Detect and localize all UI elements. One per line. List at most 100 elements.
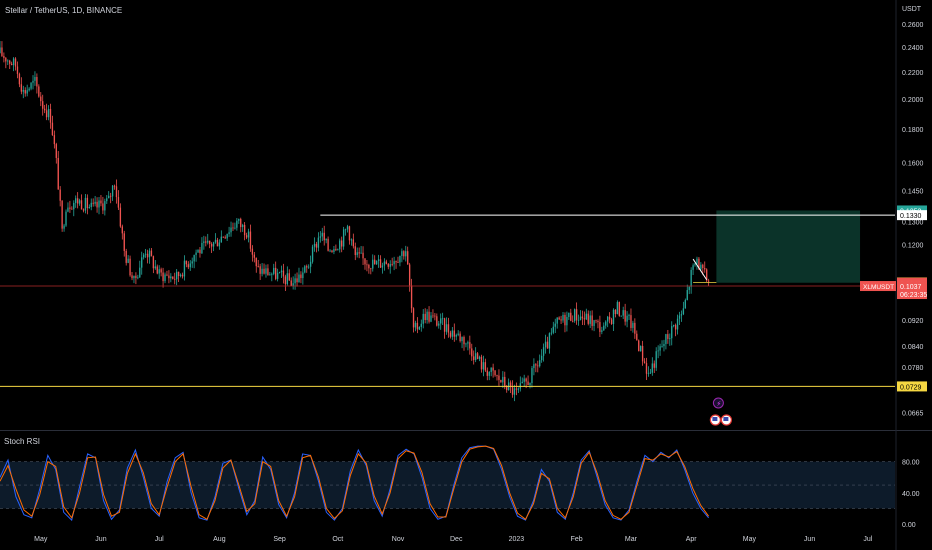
candle-body [339,240,341,250]
candle-body [504,376,506,387]
candle-body [265,268,267,274]
candle-body [494,370,496,376]
candle-body [527,381,529,386]
candle-body [461,337,463,342]
candle-body [354,246,356,256]
candle-body [459,333,461,342]
candle-body [473,356,475,360]
candle-body [284,276,287,285]
candle-body [389,264,391,267]
candle-body [243,224,246,236]
candle-body [587,313,589,324]
candle-body [38,86,40,97]
symbol-tag: XLMUSDT [863,284,894,291]
candle-body [214,239,217,243]
time-axis[interactable]: May Jun Jul Aug Sep Oct Nov Dec 2023 Feb Mar Apr May… [34,536,873,543]
candle-body [515,388,518,390]
candle-body [249,231,252,249]
candle-body [655,351,657,368]
candle-body [546,341,549,349]
candle-body [164,274,166,282]
candle-body [443,318,446,332]
candle-body [7,60,9,62]
candle-body [393,261,395,265]
candle-body [189,263,191,268]
candle-body [263,268,265,274]
candle-body [558,317,560,320]
candle-body [30,82,32,89]
candle-body [395,261,397,263]
candle-body [288,273,290,281]
candle-body [218,242,221,247]
price-tick-label: 0.2200 [902,70,924,77]
candle-body [292,283,294,286]
candle-body [170,276,172,279]
candle-body [680,314,683,316]
candle-body [550,332,553,334]
candle-body [434,315,436,317]
candle-body [480,356,483,370]
candle-body [599,322,601,332]
candle-body [65,211,67,226]
candle-body [234,227,236,229]
candle-body [671,326,673,339]
candle-body [1,47,3,57]
candle-body [696,258,698,264]
candle-body [14,58,17,67]
candle-body [575,309,578,321]
candle-body [397,262,399,263]
candle-body [474,353,477,360]
candle-body [273,267,275,274]
last-price-value: 0.1037 [900,284,922,291]
candle-body [414,322,417,328]
candle-body [47,108,50,118]
candle-body [121,226,123,234]
candle-body [304,266,306,273]
candle-body [94,201,96,204]
candle-body [199,249,201,254]
candle-body [634,322,636,334]
candle-body [517,388,520,390]
candle-body [657,350,659,352]
candle-body [401,251,403,256]
candle-body [682,308,685,315]
candle-body [566,316,568,326]
candle-body [348,226,351,241]
candle-body [238,218,240,221]
candle-body [665,334,667,345]
rsi-tick-label: 0.00 [902,522,916,529]
candle-body [556,317,558,324]
time-tick-label: Dec [450,536,463,543]
candle-body [228,232,230,234]
candle-body [174,278,176,280]
price-tick-label: 0.0840 [902,344,924,351]
flag-canton [723,417,729,421]
candle-body [506,386,508,391]
candle-body [49,108,52,123]
candle-body [614,309,617,314]
price-axis[interactable]: 0.2600 0.2400 0.2200 0.2000 0.1800 0.1600 0.14… [860,22,927,418]
candle-body [663,344,665,347]
candle-body [694,263,696,266]
candle-body [562,314,564,321]
candle-body [230,227,232,233]
candle-body [440,318,442,324]
candle-body [342,229,345,247]
time-tick-label: Jul [155,536,164,543]
candle-body [486,370,488,376]
candle-body [251,248,254,255]
time-tick-label: Mar [625,536,638,543]
candle-body [275,267,277,279]
candle-body [10,63,13,66]
candle-body [203,241,205,243]
candle-body [688,286,690,291]
candle-body [449,332,452,337]
candle-body [410,285,413,309]
candle-body [185,260,188,265]
stoch-d-line [0,445,710,521]
candle-body [226,233,228,239]
candle-body [166,274,168,276]
candle-body [426,311,428,320]
candle-body [608,316,611,320]
